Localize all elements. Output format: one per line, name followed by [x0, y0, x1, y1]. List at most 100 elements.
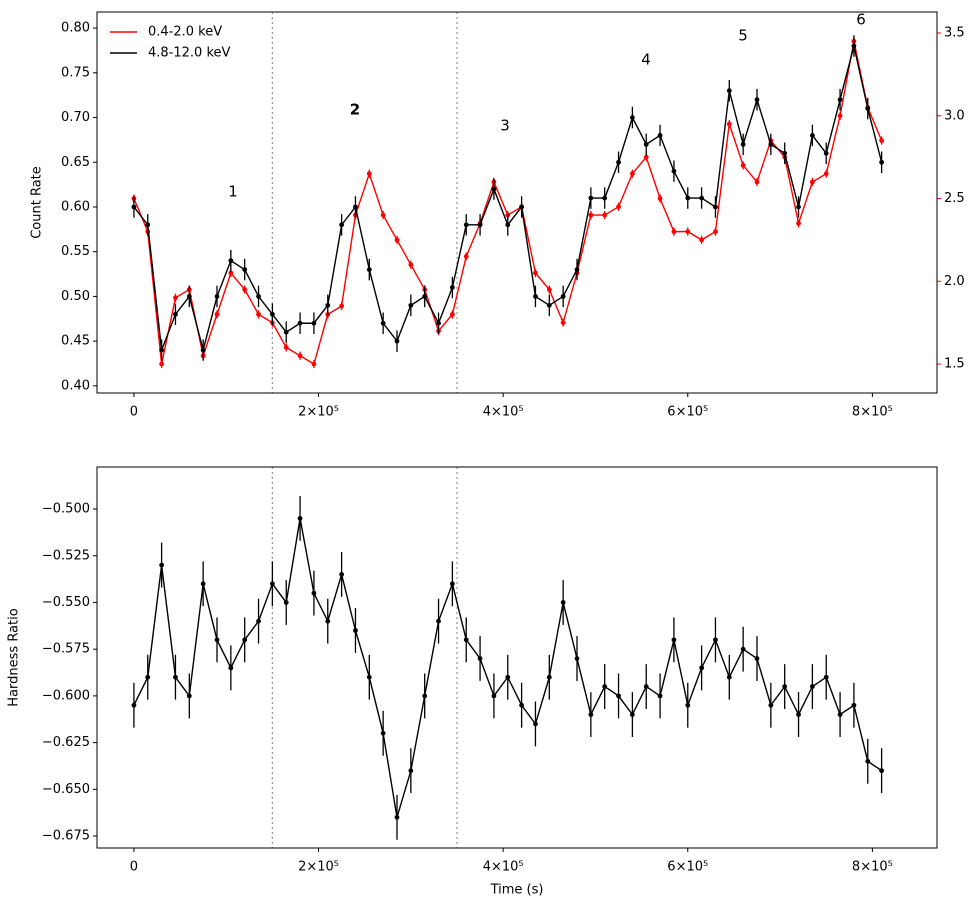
data-point — [477, 222, 483, 228]
data-point — [159, 361, 165, 367]
data-point — [809, 133, 815, 138]
plot-frame — [96, 466, 938, 849]
data-point — [713, 229, 718, 235]
data-point — [339, 222, 345, 228]
data-point — [740, 163, 746, 168]
data-point — [463, 222, 469, 228]
data-point — [505, 222, 511, 228]
data-point — [283, 600, 289, 605]
annotation: 1 — [228, 183, 238, 201]
data-point — [560, 294, 566, 299]
data-point — [740, 646, 746, 652]
x-tick-label: 6×10⁵ — [667, 860, 708, 875]
data-point — [796, 712, 801, 717]
y-axis-label: Hardness Ratio — [7, 608, 22, 706]
data-point — [809, 684, 815, 689]
data-point — [505, 674, 511, 680]
data-point — [200, 581, 206, 587]
data-point — [269, 581, 275, 587]
annotation: 2 — [350, 101, 360, 119]
data-point — [366, 171, 372, 177]
x-tick-label: 0 — [130, 860, 138, 875]
data-point — [616, 693, 621, 699]
data-point — [256, 618, 261, 624]
data-point — [879, 768, 885, 774]
data-point — [173, 295, 178, 301]
x-tick-label: 4×10⁵ — [483, 405, 524, 420]
y-tick-label: 0.70 — [61, 110, 90, 125]
data-point — [477, 656, 483, 661]
data-point — [214, 637, 220, 643]
data-point — [311, 590, 317, 596]
data-point — [629, 712, 635, 717]
data-point — [214, 294, 220, 299]
data-point — [616, 159, 621, 165]
data-point — [297, 353, 303, 359]
data-point — [685, 195, 691, 201]
data-point — [449, 581, 455, 587]
data-point — [228, 270, 234, 276]
data-point — [851, 43, 857, 49]
data-point — [699, 665, 705, 671]
data-point — [228, 258, 234, 264]
y-tick-label: 0.55 — [61, 244, 90, 259]
data-point — [809, 179, 815, 185]
data-point — [671, 637, 677, 643]
data-point — [699, 237, 705, 243]
data-point — [533, 270, 538, 276]
data-point — [491, 693, 497, 699]
data-point — [823, 171, 829, 177]
plot-frame — [96, 11, 938, 394]
y2-tick-label: 2.5 — [944, 191, 965, 206]
data-point — [643, 141, 649, 147]
x-tick-label: 2×10⁵ — [298, 860, 339, 875]
annotation: 3 — [500, 117, 510, 135]
data-point — [519, 702, 525, 708]
data-point — [380, 320, 386, 326]
data-point — [560, 320, 566, 326]
data-point — [422, 294, 428, 299]
data-point — [768, 702, 774, 708]
data-point — [533, 721, 538, 727]
data-point — [283, 329, 289, 335]
data-point — [325, 618, 331, 624]
data-point — [408, 262, 414, 268]
data-point — [782, 150, 788, 156]
y-tick-label: −0.600 — [42, 688, 90, 703]
data-point — [851, 702, 857, 708]
y-tick-label: 0.40 — [61, 378, 90, 393]
data-point — [311, 320, 317, 326]
y2-tick-label: 3.0 — [944, 108, 965, 123]
data-point — [685, 229, 691, 235]
x-tick-label: 0 — [130, 405, 138, 420]
y-tick-label: −0.500 — [42, 502, 90, 517]
y-tick-label: 0.45 — [61, 334, 90, 349]
data-point — [796, 204, 801, 210]
y2-tick-label: 3.5 — [944, 26, 965, 41]
legend-label: 0.4-2.0 keV — [148, 25, 222, 40]
data-point — [588, 712, 594, 717]
data-point — [643, 154, 649, 160]
data-point — [671, 168, 677, 174]
data-point — [173, 311, 178, 317]
data-point — [699, 195, 705, 201]
data-point — [436, 618, 441, 624]
data-point — [463, 254, 469, 259]
data-point — [713, 637, 718, 643]
data-point — [726, 88, 732, 94]
data-point — [449, 285, 455, 290]
data-point — [657, 196, 663, 201]
y-tick-label: −0.650 — [42, 782, 90, 797]
data-point — [394, 338, 400, 344]
data-point — [726, 674, 732, 680]
y-tick-label: −0.575 — [42, 642, 90, 657]
data-point — [131, 702, 137, 708]
data-point — [173, 674, 178, 680]
data-point — [159, 562, 165, 568]
data-point — [353, 204, 358, 210]
data-point — [588, 212, 594, 218]
data-point — [366, 674, 372, 680]
data-point — [242, 267, 248, 272]
data-point — [657, 133, 663, 138]
